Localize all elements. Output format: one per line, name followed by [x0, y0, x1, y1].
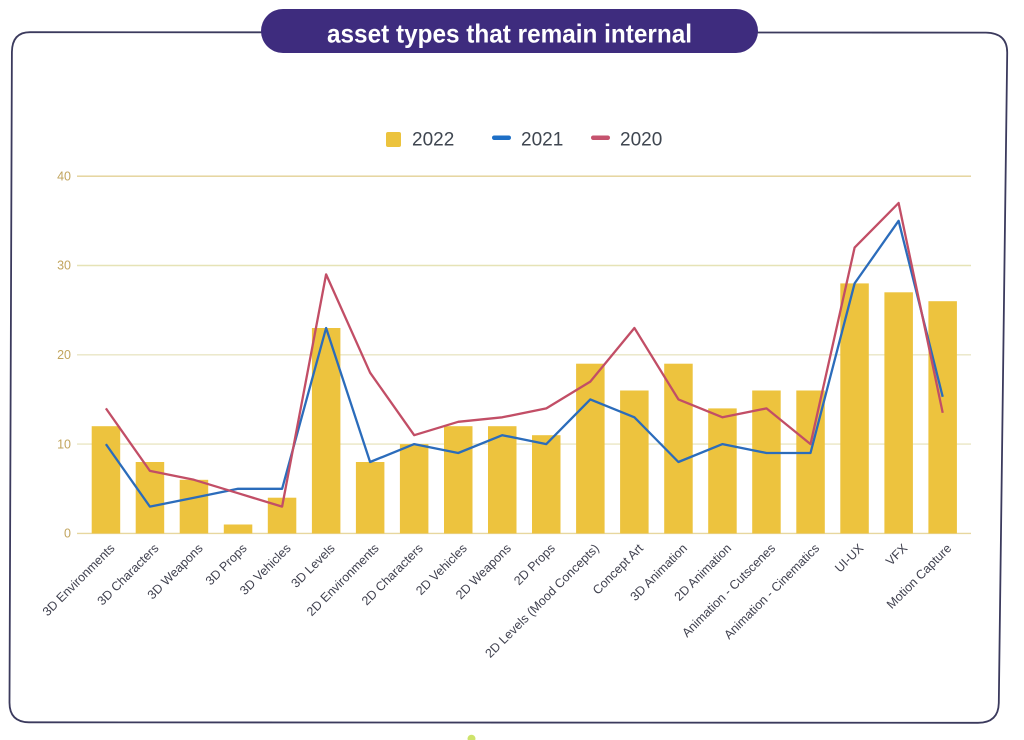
- svg-text:20: 20: [57, 348, 71, 362]
- svg-text:asset types that remain intern: asset types that remain internal: [327, 19, 692, 49]
- svg-text:10: 10: [57, 437, 71, 451]
- svg-text:2020: 2020: [620, 130, 662, 151]
- svg-text:2021: 2021: [521, 130, 563, 151]
- svg-text:2022: 2022: [412, 130, 454, 151]
- svg-text:40: 40: [57, 169, 71, 183]
- svg-text:30: 30: [57, 259, 71, 273]
- svg-text:0: 0: [64, 527, 71, 541]
